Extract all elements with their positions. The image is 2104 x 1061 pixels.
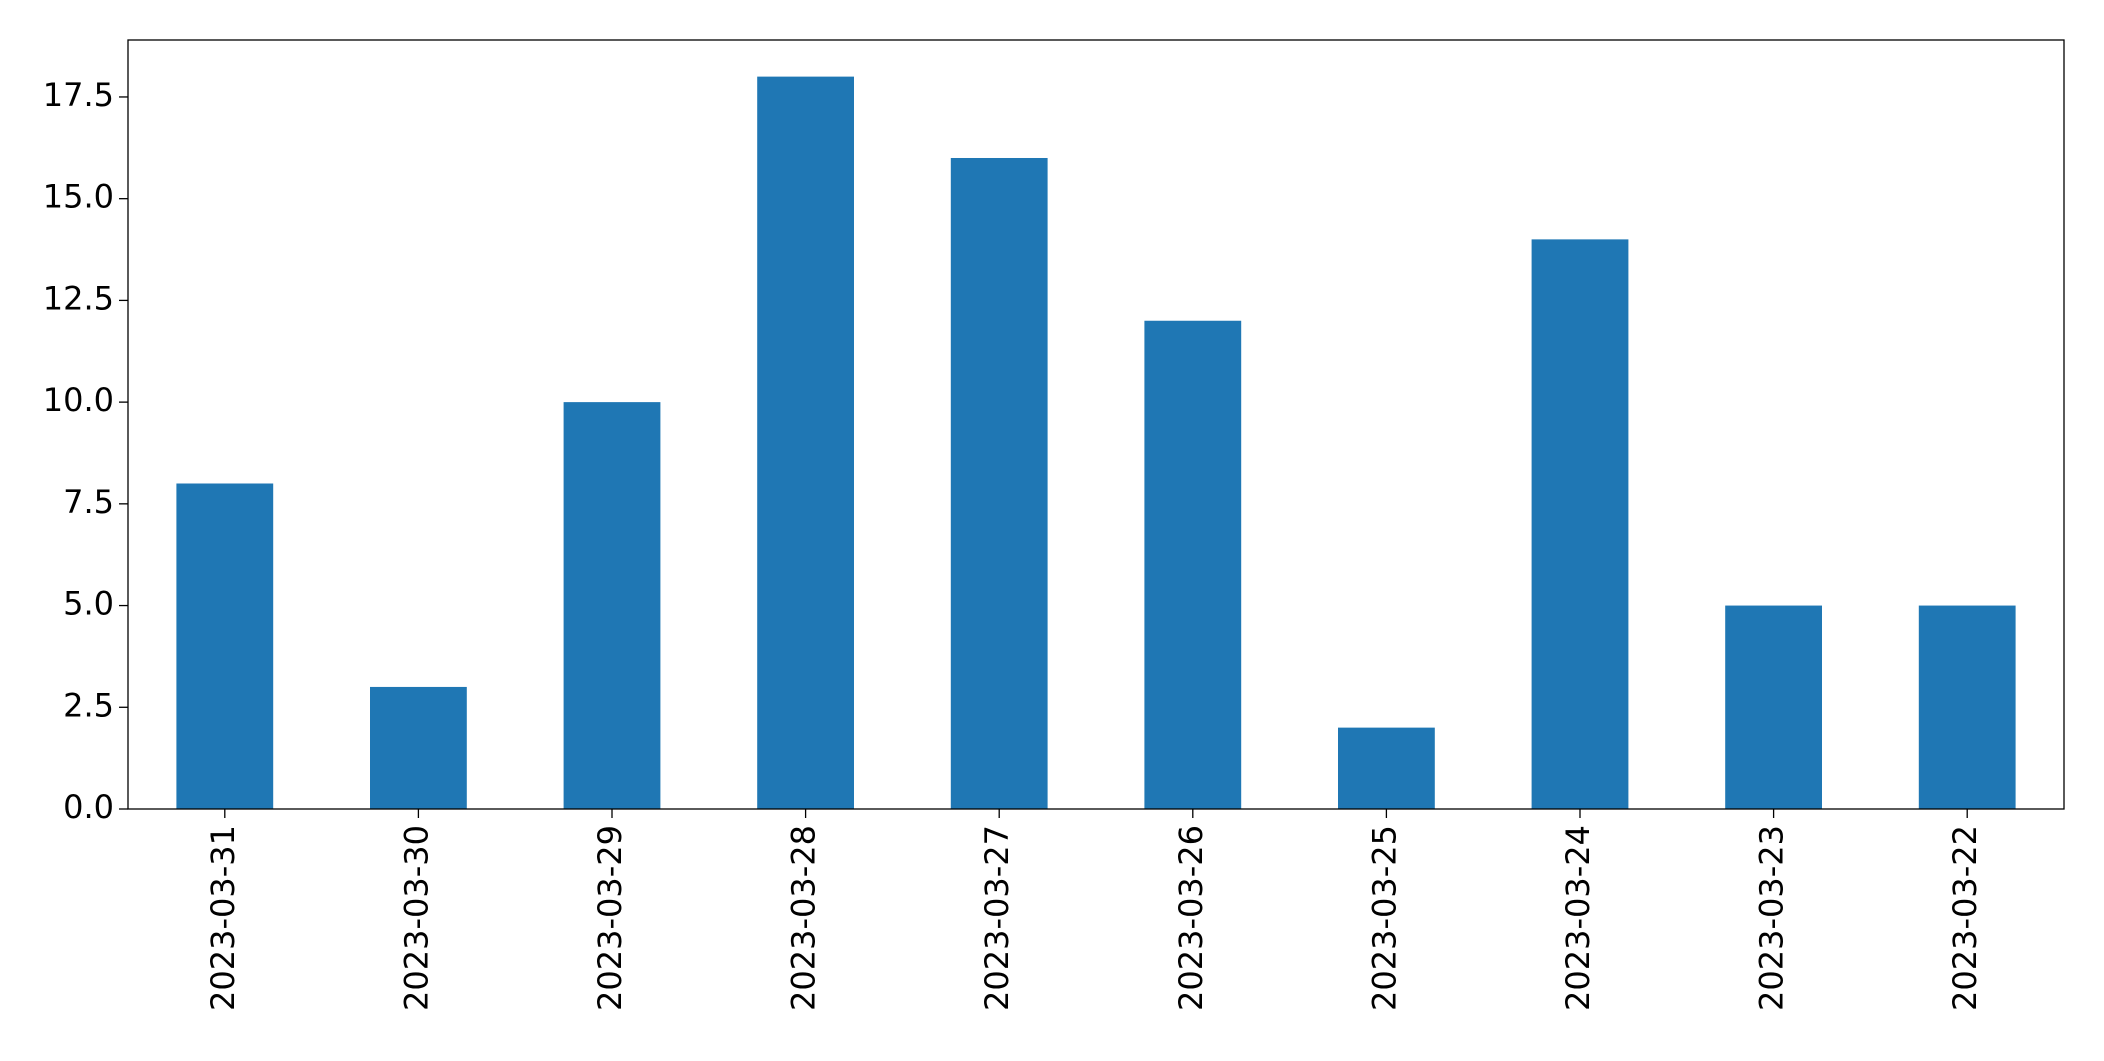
y-tick-label: 10.0	[43, 381, 114, 419]
y-tick-label: 0.0	[63, 788, 114, 826]
y-tick-label: 12.5	[43, 279, 114, 317]
bar	[1144, 320, 1242, 809]
x-tick-label: 2023-03-26	[1172, 825, 1210, 1011]
y-tick-label: 7.5	[63, 483, 114, 521]
x-tick-label: 2023-03-29	[591, 825, 629, 1011]
bar	[370, 686, 467, 809]
y-tick-label: 17.5	[43, 76, 114, 114]
x-tick-label: 2023-03-22	[1946, 825, 1984, 1011]
bar	[757, 76, 854, 810]
x-tick-label: 2023-03-31	[204, 825, 242, 1011]
x-tick-label: 2023-03-28	[785, 825, 823, 1011]
y-tick-label: 15.0	[43, 178, 114, 216]
bar	[563, 402, 661, 809]
bar	[176, 483, 274, 809]
y-tick-label: 2.5	[63, 686, 114, 724]
x-tick-label: 2023-03-25	[1365, 825, 1403, 1011]
bar	[1918, 605, 2016, 809]
x-tick-label: 2023-03-27	[978, 825, 1016, 1011]
x-tick-label: 2023-03-24	[1559, 825, 1597, 1011]
plot-frame	[127, 39, 2065, 810]
x-tick-label: 2023-03-23	[1753, 825, 1791, 1011]
x-tick-label: 2023-03-30	[397, 825, 435, 1011]
y-tick-label: 5.0	[63, 585, 114, 623]
bar	[1531, 239, 1629, 810]
bar	[1338, 727, 1435, 809]
bar	[1725, 605, 1822, 809]
bar	[950, 157, 1048, 810]
